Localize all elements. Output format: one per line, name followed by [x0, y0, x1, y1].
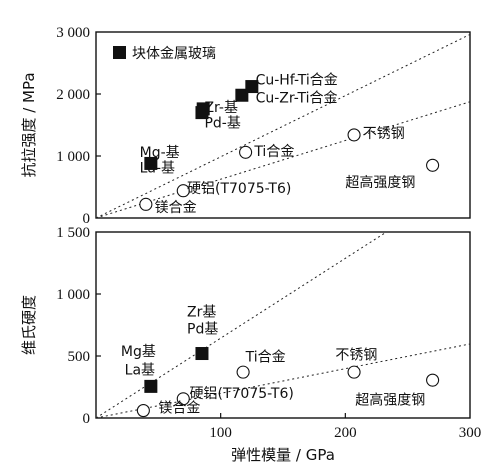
- y-tick-label: 500: [68, 349, 91, 365]
- point-annotation: La基: [125, 362, 155, 379]
- point-annotation: 镁合金: [155, 200, 197, 216]
- x-tick-label: 100: [209, 425, 232, 441]
- point-annotation: 硬铝(T7075-T6): [187, 181, 291, 197]
- point-annotation: Pd基: [187, 321, 218, 338]
- y-tick-label: 3 000: [56, 25, 90, 41]
- point-annotation: La-基: [140, 160, 175, 177]
- data-point-square: [235, 88, 249, 102]
- x-tick-label: 200: [334, 425, 357, 441]
- data-point-circle: [139, 197, 153, 211]
- data-point-circle: [136, 404, 150, 418]
- point-annotation: Mg基: [121, 343, 156, 360]
- data-point-square: [245, 80, 259, 94]
- point-annotation: Ti合金: [253, 144, 294, 160]
- y-tick-label: 0: [83, 211, 91, 227]
- y-tick-label: 1 000: [56, 287, 90, 303]
- point-annotation: 不锈钢: [363, 126, 405, 142]
- point-annotation: 硬铝(T7075-T6): [190, 386, 294, 402]
- y-axis-title: 抗拉强度 / MPa: [20, 72, 38, 177]
- point-annotation: 不锈钢: [335, 348, 377, 364]
- y-tick-label: 0: [83, 411, 91, 427]
- point-annotation: Cu-Hf-Ti合金: [256, 73, 338, 89]
- data-point-square: [144, 156, 158, 170]
- x-tick-label: 300: [459, 425, 482, 441]
- legend-marker: [113, 46, 126, 59]
- data-point-circle: [347, 365, 361, 379]
- y-axis-title: 维氏硬度: [20, 295, 38, 355]
- point-annotation: 超高强度钢: [345, 174, 415, 191]
- data-point-circle: [239, 145, 253, 159]
- point-annotation: 超高强度钢: [355, 391, 425, 408]
- data-point-circle: [426, 373, 440, 387]
- x-axis-title: 弹性模量 / GPa: [231, 446, 335, 464]
- point-annotation: Cu-Zr-Ti合金: [256, 91, 338, 107]
- y-tick-label: 1 000: [56, 149, 90, 165]
- plot-frame: [95, 31, 471, 219]
- point-annotation: Mg-基: [140, 144, 180, 161]
- tensile-strength-panel: 0 1 000 2 000 3 000 抗拉强度 / MPa 块体金属玻璃 Cu-Hf-Ti…: [20, 25, 471, 227]
- point-annotation: Ti合金: [245, 350, 286, 366]
- data-point-circle: [236, 365, 250, 379]
- point-annotation: Pd-基: [204, 114, 240, 131]
- trend-line-0: [96, 33, 470, 218]
- y-tick-label: 2 000: [56, 87, 90, 103]
- data-point-square: [196, 102, 210, 116]
- data-point-square: [144, 379, 158, 393]
- y-tick-label: 1 500: [56, 225, 90, 241]
- point-annotation: Zr-基: [204, 99, 238, 116]
- trend-line-1: [96, 343, 470, 418]
- data-point-square: [195, 347, 209, 361]
- data-point-circle: [426, 158, 440, 172]
- trend-line-1: [96, 101, 470, 218]
- legend-label: 块体金属玻璃: [132, 45, 216, 62]
- data-point-circle: [176, 184, 190, 198]
- data-point-circle: [347, 128, 361, 142]
- point-annotation: Zr基: [187, 303, 216, 320]
- point-annotation: 镁合金: [158, 400, 200, 416]
- plot-frame: [95, 231, 471, 419]
- data-point-circle: [176, 392, 190, 406]
